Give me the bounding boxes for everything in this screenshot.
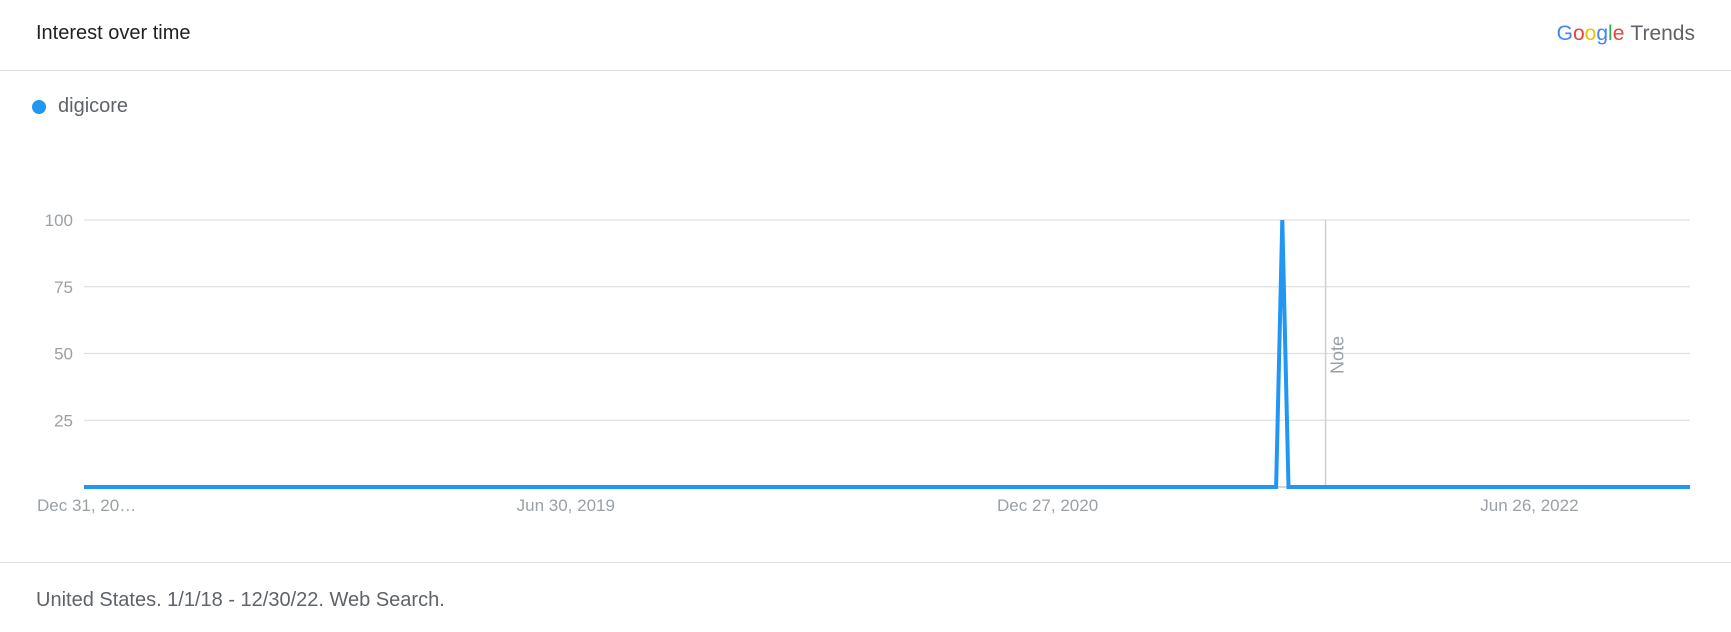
google-letter: o xyxy=(1572,22,1585,45)
series-color-dot xyxy=(32,99,46,114)
google-letter: l xyxy=(1608,22,1613,45)
google-letter: G xyxy=(1556,22,1573,45)
legend: digicore xyxy=(32,95,128,118)
y-tick-label: 50 xyxy=(54,345,73,364)
x-tick-label: Jun 26, 2022 xyxy=(1480,496,1578,515)
series-line-digicore xyxy=(84,219,1690,489)
y-tick-label: 100 xyxy=(45,211,73,230)
chart-title: Interest over time xyxy=(36,22,191,44)
chart-header: Interest over time Google Trends xyxy=(0,0,1731,71)
x-tick-label: Dec 27, 2020 xyxy=(997,496,1098,515)
legend-series-name: digicore xyxy=(58,95,129,117)
google-wordmark: Google xyxy=(1557,22,1625,45)
y-tick-label: 75 xyxy=(54,278,73,297)
y-tick-label: 25 xyxy=(54,411,73,430)
interest-line-chart: 25 50 75 100 Note Dec 31, 20… Jun 30, 2019 Dec … xyxy=(37,211,1690,515)
google-letter: o xyxy=(1584,22,1597,45)
google-letter: g xyxy=(1596,22,1609,45)
trends-wordmark: Trends xyxy=(1630,22,1695,45)
x-tick-label: Jun 30, 2019 xyxy=(517,496,615,515)
footer-caption: United States. 1/1/18 - 12/30/22. Web Se… xyxy=(36,589,445,611)
google-letter: e xyxy=(1612,22,1625,45)
x-tick-label: Dec 31, 20… xyxy=(37,496,136,515)
chart-footer: United States. 1/1/18 - 12/30/22. Web Se… xyxy=(0,562,1731,632)
google-trends-logo: Google Trends xyxy=(1557,22,1695,46)
note-annotation-label: Note xyxy=(1328,336,1348,374)
